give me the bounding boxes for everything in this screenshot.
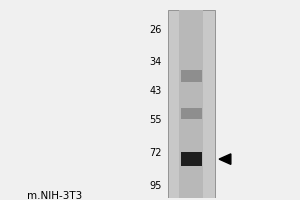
Polygon shape (219, 154, 231, 164)
Text: 95: 95 (149, 181, 162, 191)
Text: 55: 55 (149, 115, 162, 125)
Text: 72: 72 (149, 148, 162, 158)
Text: 34: 34 (149, 57, 162, 67)
Text: 43: 43 (149, 86, 162, 96)
Bar (179, 10, 203, 198)
Text: 26: 26 (149, 25, 162, 35)
Text: m.NIH-3T3: m.NIH-3T3 (26, 191, 82, 200)
Bar (181, 108, 202, 119)
Bar (181, 152, 202, 166)
Bar (168, 10, 215, 198)
Bar (181, 70, 202, 82)
